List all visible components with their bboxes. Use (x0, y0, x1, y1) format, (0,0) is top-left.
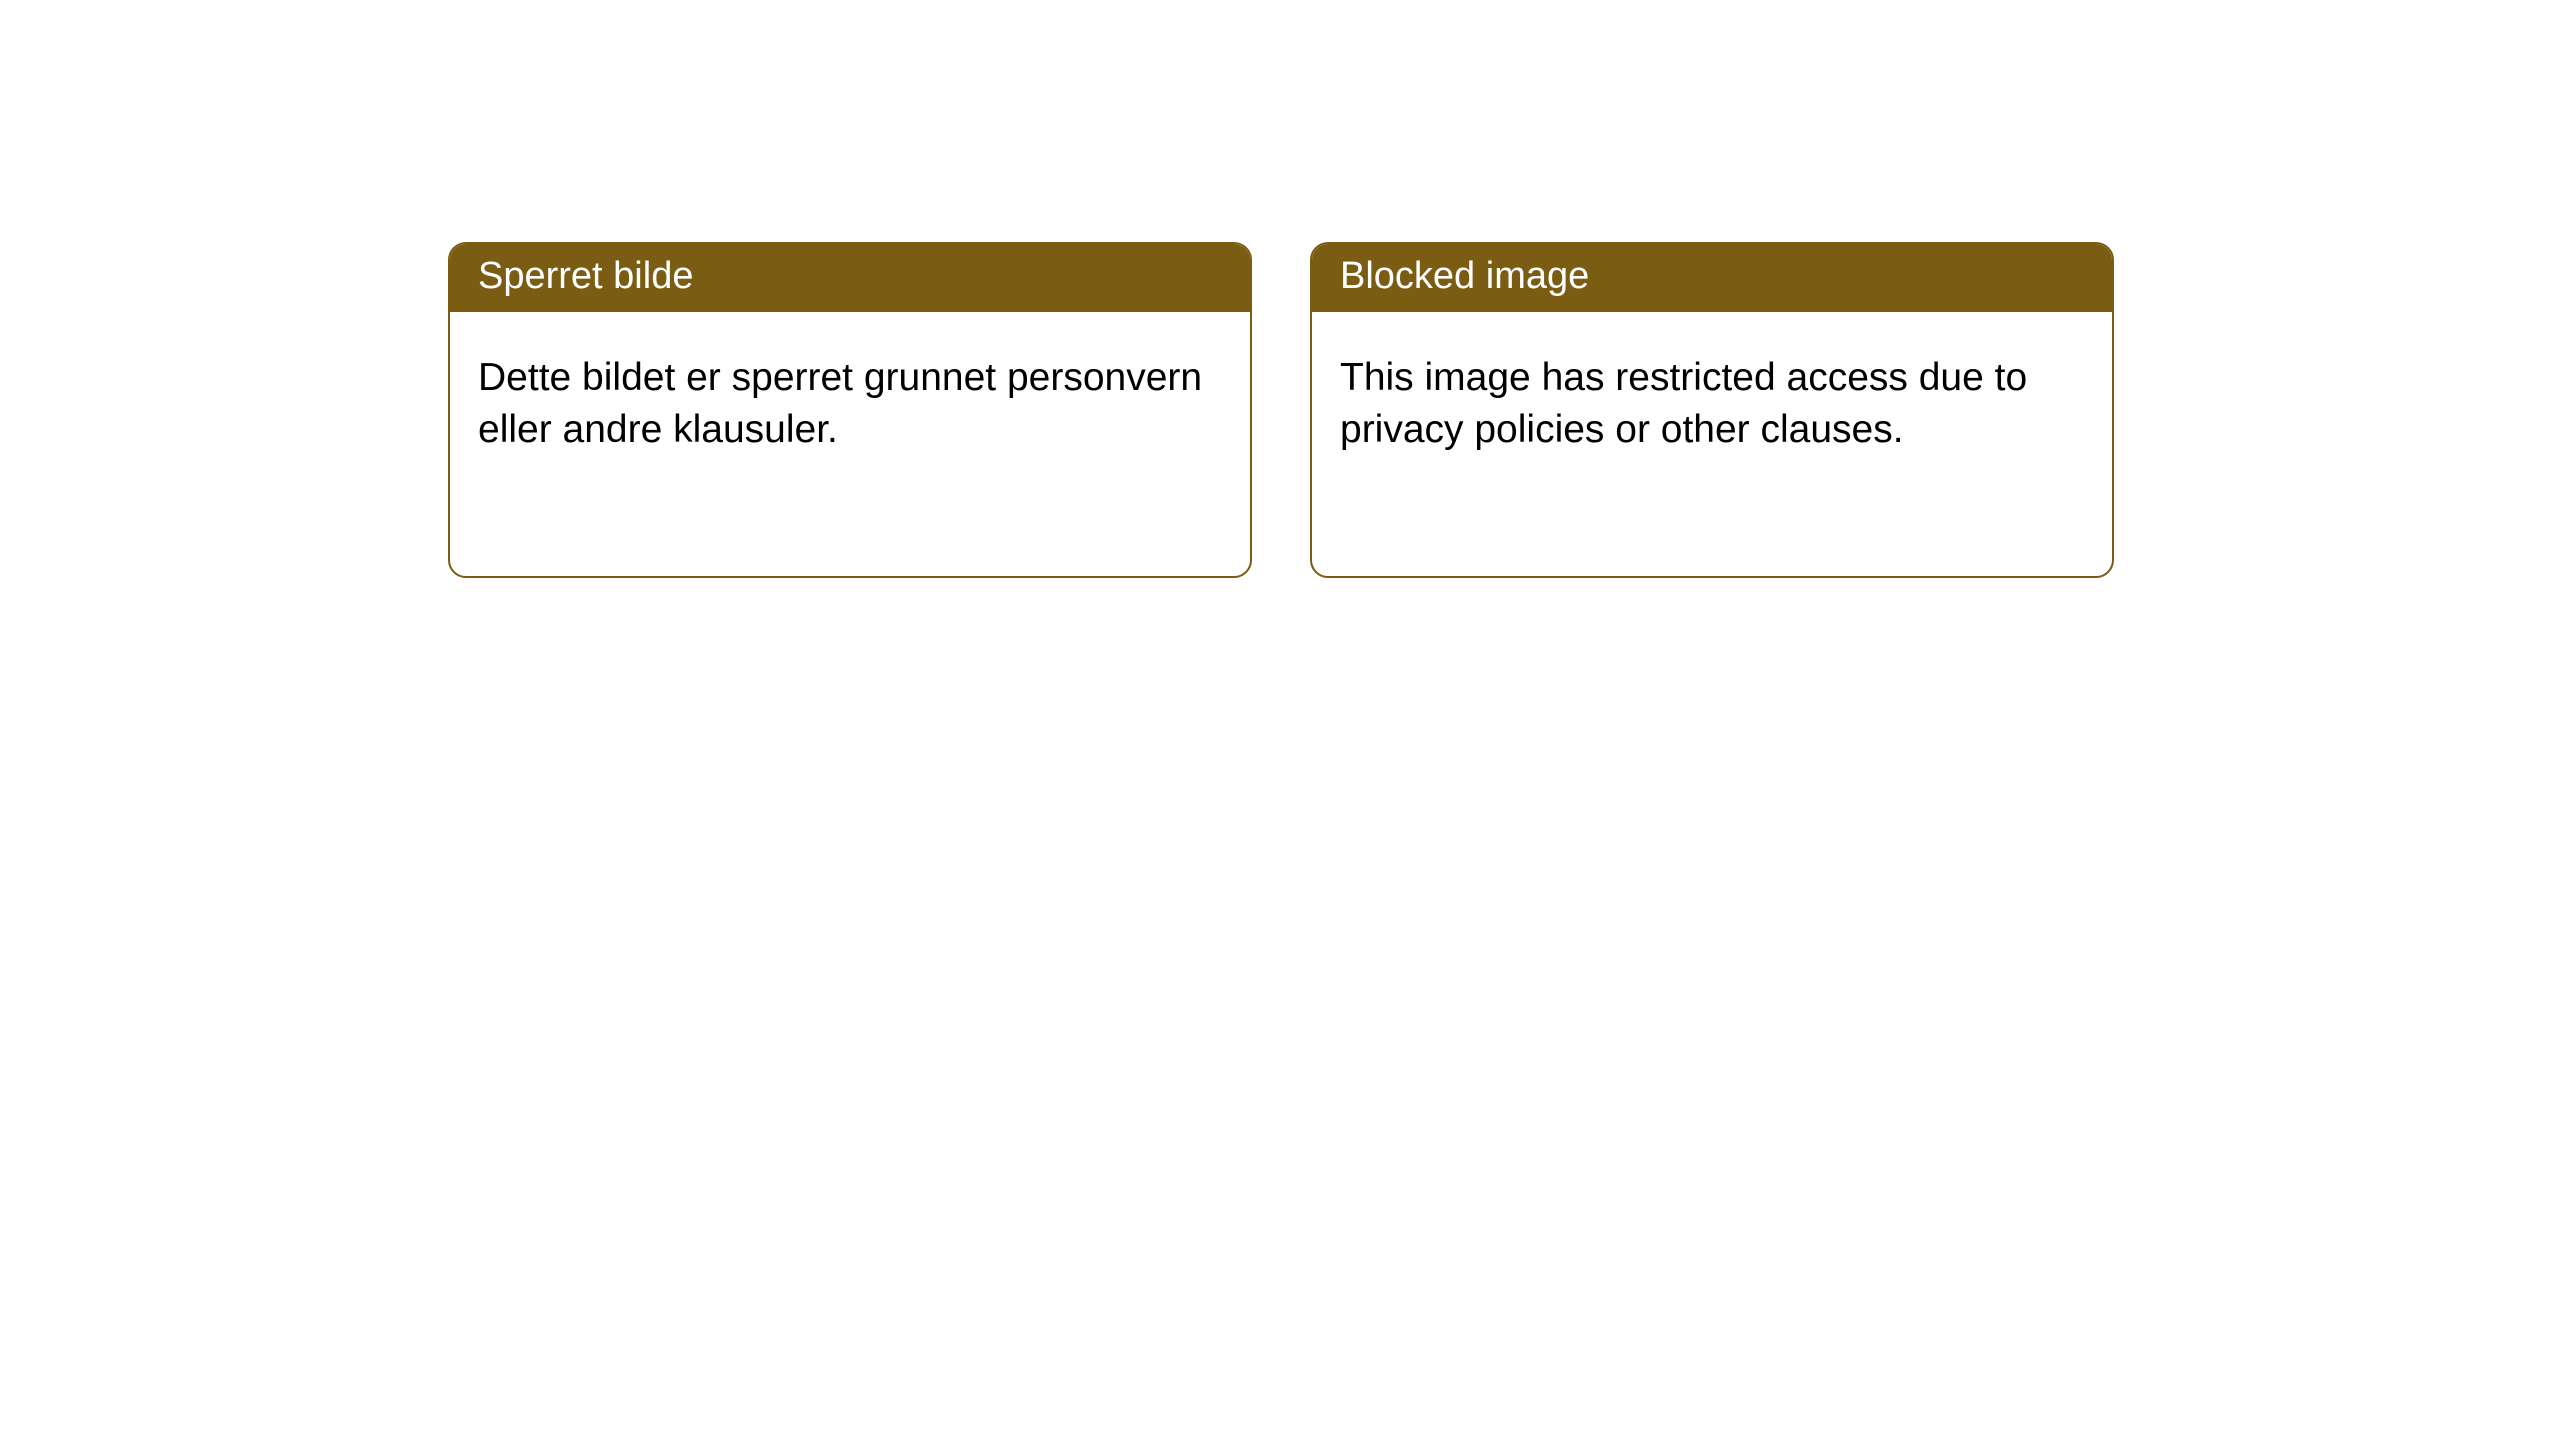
card-message: This image has restricted access due to … (1340, 356, 2027, 452)
notice-cards-container: Sperret bilde Dette bildet er sperret gr… (0, 0, 2560, 578)
card-body: This image has restricted access due to … (1312, 312, 2112, 485)
card-title: Blocked image (1340, 255, 1589, 297)
card-body: Dette bildet er sperret grunnet personve… (450, 312, 1250, 485)
card-header: Blocked image (1312, 244, 2112, 312)
card-header: Sperret bilde (450, 244, 1250, 312)
card-message: Dette bildet er sperret grunnet personve… (478, 356, 1202, 452)
notice-card-norwegian: Sperret bilde Dette bildet er sperret gr… (448, 242, 1252, 578)
card-title: Sperret bilde (478, 255, 693, 297)
notice-card-english: Blocked image This image has restricted … (1310, 242, 2114, 578)
